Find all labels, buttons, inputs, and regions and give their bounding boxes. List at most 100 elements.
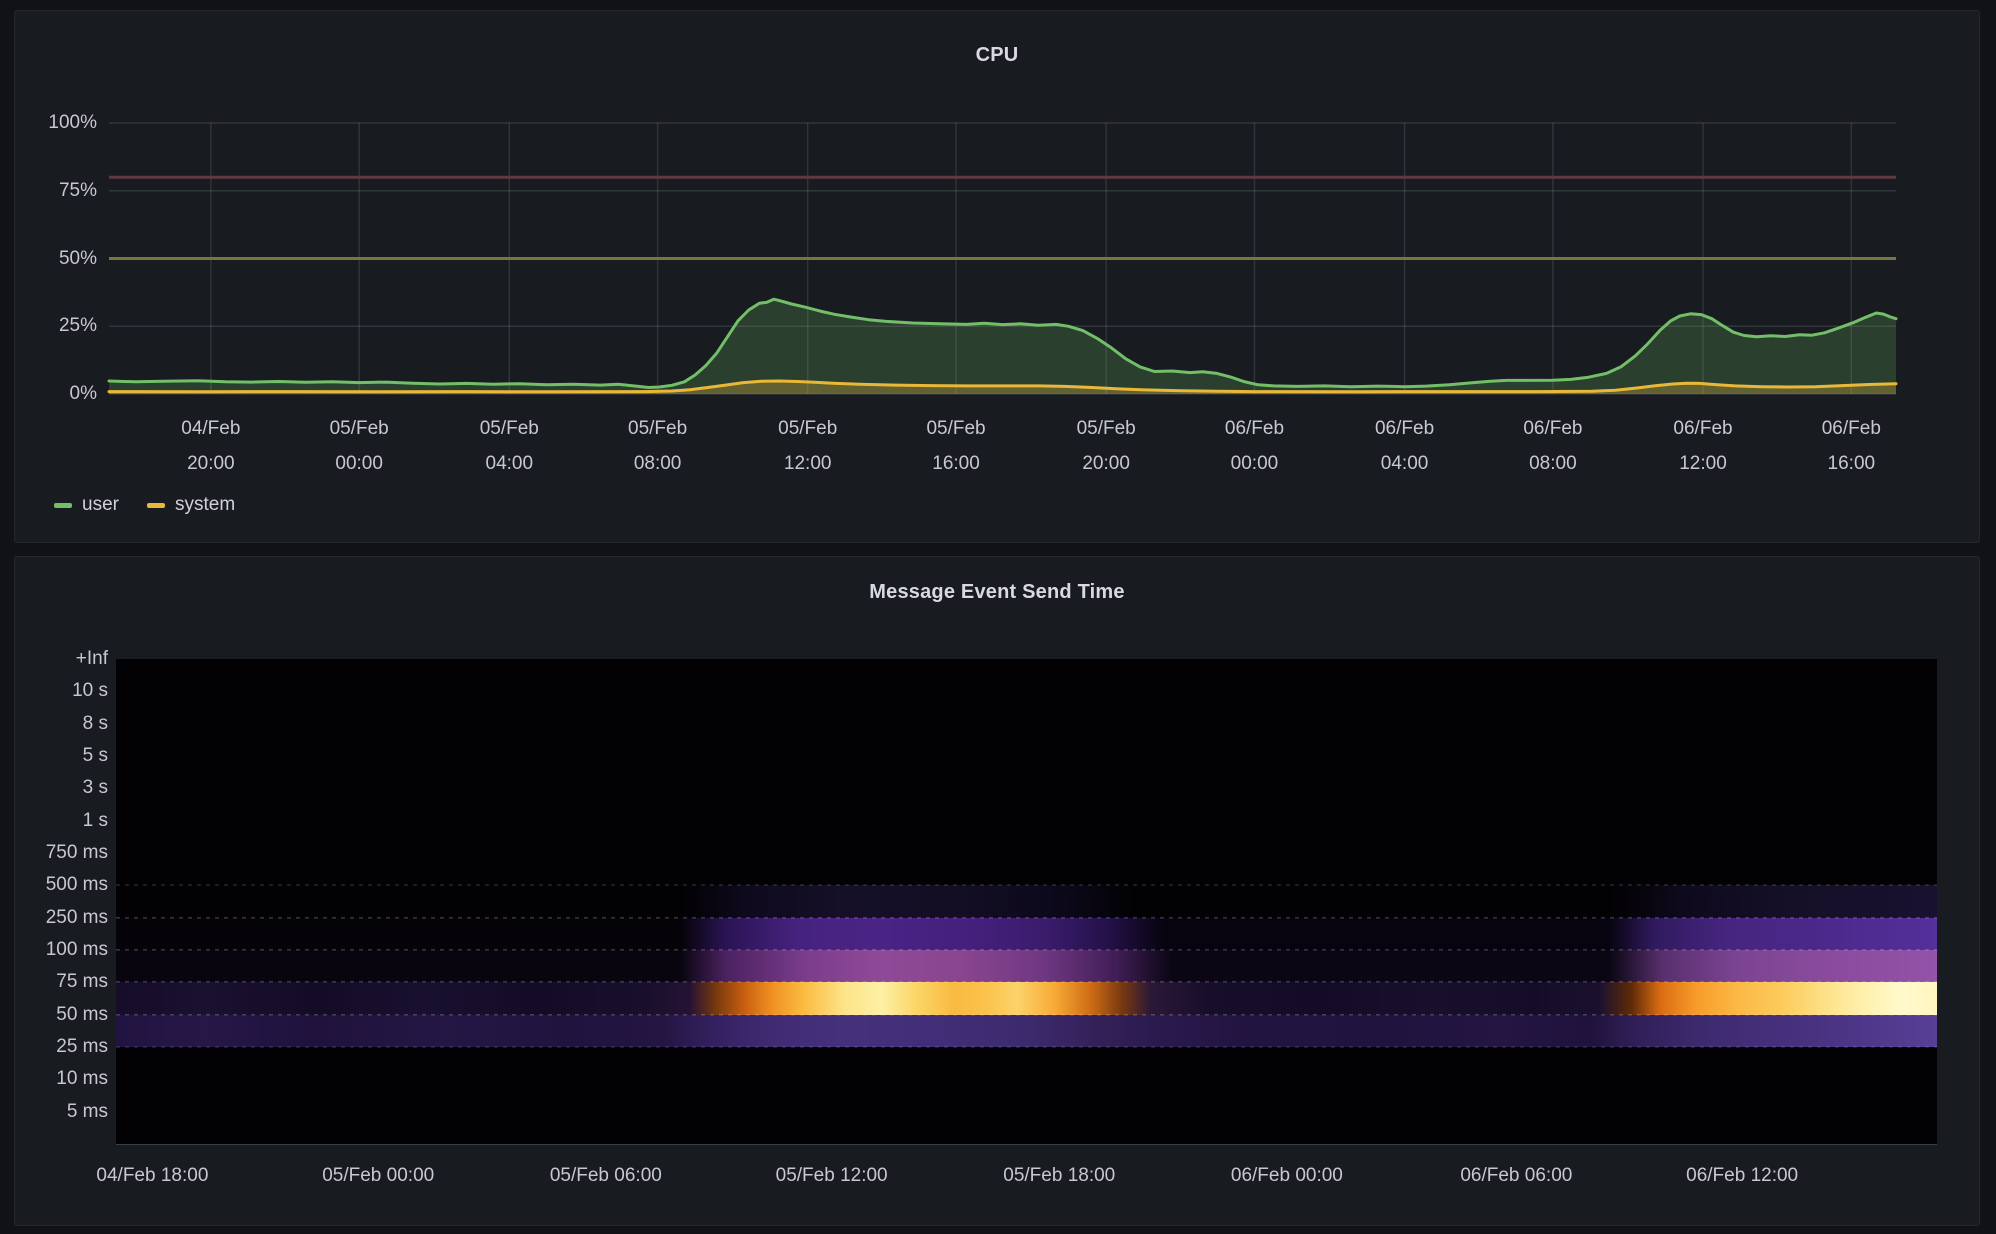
- cpu-x-tick-date: 06/Feb: [1374, 418, 1435, 439]
- cpu-x-tick-date: 05/Feb: [479, 418, 539, 439]
- heatmap-x-tick-label: 05/Feb 06:00: [549, 1165, 662, 1186]
- cpu-x-tick-label: 05/Feb 08:00: [588, 411, 728, 481]
- heatmap-y-tick-label: 10 s: [72, 680, 108, 702]
- cpu-y-tick-label: 50%: [58, 247, 97, 269]
- cpu-x-tick-time: 04:00: [1380, 453, 1429, 474]
- cpu-x-tick-time: 16:00: [1827, 453, 1876, 474]
- heatmap-row-+Inf: [116, 659, 1937, 691]
- cpu-x-tick-label: 04/Feb 20:00: [141, 411, 281, 481]
- heatmap-y-tick-label: 1 s: [82, 809, 108, 831]
- heatmap-y-tick-label: 8 s: [82, 712, 108, 734]
- heatmap-y-tick-label: 750 ms: [45, 842, 108, 863]
- heatmap-row-5s: [116, 756, 1937, 788]
- cpu-y-axis: 100% 75% 50% 25% 0%: [15, 112, 97, 404]
- heatmap-y-tick-label: +Inf: [75, 648, 108, 669]
- cpu-x-tick-date: 05/Feb: [628, 418, 688, 439]
- cpu-x-tick-date: 05/Feb: [778, 418, 838, 439]
- cpu-x-tick-date: 04/Feb: [181, 418, 241, 439]
- cpu-x-tick-date: 05/Feb: [1076, 418, 1136, 439]
- cpu-x-tick-label: 06/Feb 00:00: [1184, 411, 1324, 481]
- cpu-x-tick-label: 06/Feb 04:00: [1335, 411, 1475, 481]
- panel-heatmap: Message Event Send Time +Inf 10 s 8 s 5 s 3 …: [14, 556, 1980, 1226]
- heatmap-y-tick-label: 500 ms: [45, 874, 108, 896]
- cpu-x-tick-time: 20:00: [1082, 453, 1130, 474]
- cpu-x-tick-date: 06/Feb: [1673, 418, 1733, 439]
- heatmap-row-100ms: [116, 948, 1937, 984]
- heatmap-x-tick-label: 06/Feb 12:00: [1686, 1165, 1799, 1186]
- cpu-x-tick-time: 08:00: [633, 453, 682, 474]
- cpu-x-tick-label: 05/Feb 16:00: [886, 411, 1026, 481]
- heatmap-row-10s: [116, 691, 1937, 723]
- heatmap-panel-title[interactable]: Message Event Send Time: [869, 581, 1125, 603]
- heatmap-y-tick-label: 25 ms: [56, 1036, 108, 1057]
- heatmap-y-tick-label: 250 ms: [45, 906, 108, 928]
- heatmap-y-tick-label: 5 s: [82, 745, 108, 766]
- heatmap-y-tick-label: 50 ms: [56, 1003, 108, 1025]
- cpu-series-line-system: [107, 379, 1898, 394]
- legend-item-system[interactable]: system: [146, 494, 236, 516]
- cpu-panel-title[interactable]: CPU: [975, 44, 1019, 66]
- heatmap-y-tick-label: 100 ms: [45, 939, 108, 960]
- cpu-x-tick-time: 00:00: [1230, 453, 1279, 474]
- heatmap-x-axis: 04/Feb 18:00 05/Feb 00:00 05/Feb 06:00 05/F…: [96, 1165, 1937, 1195]
- cpu-x-axis: 04/Feb 20:00 05/Feb 00:00 05/Feb 04:00 05/Feb 0…: [109, 411, 1896, 481]
- cpu-x-tick-time: 12:00: [783, 453, 832, 474]
- heatmap-x-tick-label: 05/Feb 00:00: [322, 1165, 435, 1186]
- heatmap-x-tick-label: 04/Feb 18:00: [96, 1165, 209, 1186]
- cpu-y-tick-label: 75%: [58, 179, 97, 201]
- heatmap-y-tick-label: 75 ms: [56, 971, 108, 993]
- cpu-y-tick-label: 100%: [48, 112, 97, 133]
- heatmap-y-tick-label: 5 ms: [66, 1100, 108, 1122]
- heatmap-x-tick-label: 05/Feb 12:00: [775, 1165, 888, 1186]
- heatmap-y-tick-label: 10 ms: [56, 1068, 108, 1090]
- heatmap-row-1s: [116, 821, 1937, 853]
- heatmap-row-5ms: [116, 1112, 1937, 1144]
- heatmap-y-axis: +Inf 10 s 8 s 5 s 3 s 1 s 750 ms 500 ms 250 ms 10…: [15, 648, 108, 1144]
- heatmap-row-500ms: [116, 884, 1937, 919]
- cpu-x-tick-label: 06/Feb 12:00: [1633, 411, 1773, 481]
- heatmap-row-25ms: [116, 1047, 1937, 1079]
- cpu-y-tick-label: 0%: [69, 383, 97, 404]
- cpu-x-tick-date: 06/Feb: [1224, 418, 1285, 439]
- cpu-x-tick-time: 00:00: [335, 453, 383, 474]
- cpu-chart-plot[interactable]: [107, 122, 1898, 395]
- heatmap-x-tick-label: 06/Feb 06:00: [1460, 1165, 1573, 1186]
- heatmap-row-50ms: [116, 1013, 1937, 1049]
- heatmap-row-3s: [116, 788, 1937, 820]
- heatmap-row-750ms: [116, 853, 1937, 885]
- cpu-series-fill-system: [109, 381, 1896, 394]
- cpu-legend: user system: [54, 494, 235, 516]
- legend-label: system: [174, 494, 236, 515]
- cpu-y-tick-label: 25%: [58, 315, 97, 337]
- cpu-x-tick-label: 05/Feb 20:00: [1036, 411, 1176, 481]
- legend-label: user: [82, 494, 119, 515]
- cpu-x-tick-date: 05/Feb: [926, 418, 986, 439]
- cpu-x-tick-label: 06/Feb 08:00: [1483, 411, 1623, 481]
- heatmap-x-tick-label: 06/Feb 00:00: [1230, 1165, 1343, 1186]
- cpu-x-tick-date: 06/Feb: [1821, 418, 1881, 439]
- legend-swatch-system: [146, 502, 165, 508]
- heatmap-row-250ms: [116, 916, 1937, 952]
- cpu-x-tick-label: 05/Feb 12:00: [738, 411, 878, 481]
- legend-swatch-user: [54, 502, 72, 508]
- cpu-x-tick-time: 16:00: [932, 453, 980, 474]
- cpu-x-tick-time: 08:00: [1529, 453, 1577, 474]
- cpu-x-tick-label: 06/Feb 16:00: [1781, 411, 1921, 481]
- legend-item-user[interactable]: user: [54, 494, 119, 516]
- cpu-x-tick-label: 05/Feb 04:00: [439, 411, 579, 481]
- cpu-x-tick-date: 06/Feb: [1523, 418, 1583, 439]
- heatmap-x-tick-label: 05/Feb 18:00: [1003, 1165, 1116, 1186]
- heatmap-row-10ms: [116, 1079, 1937, 1111]
- panel-cpu: CPU 100% 75% 50% 25% 0% 04/Feb 20:00 05/Feb 00:…: [14, 10, 1980, 543]
- heatmap-plot[interactable]: [116, 659, 1937, 1145]
- heatmap-row-75ms: [116, 981, 1937, 1016]
- heatmap-y-tick-label: 3 s: [82, 777, 108, 799]
- heatmap-row-8s: [116, 724, 1937, 756]
- cpu-x-tick-time: 04:00: [485, 453, 534, 474]
- cpu-series-fill-user: [109, 299, 1896, 394]
- cpu-x-tick-time: 20:00: [187, 453, 235, 474]
- cpu-x-tick-date: 05/Feb: [329, 418, 389, 439]
- cpu-x-tick-time: 12:00: [1679, 453, 1727, 474]
- cpu-chart-svg: [107, 122, 1898, 395]
